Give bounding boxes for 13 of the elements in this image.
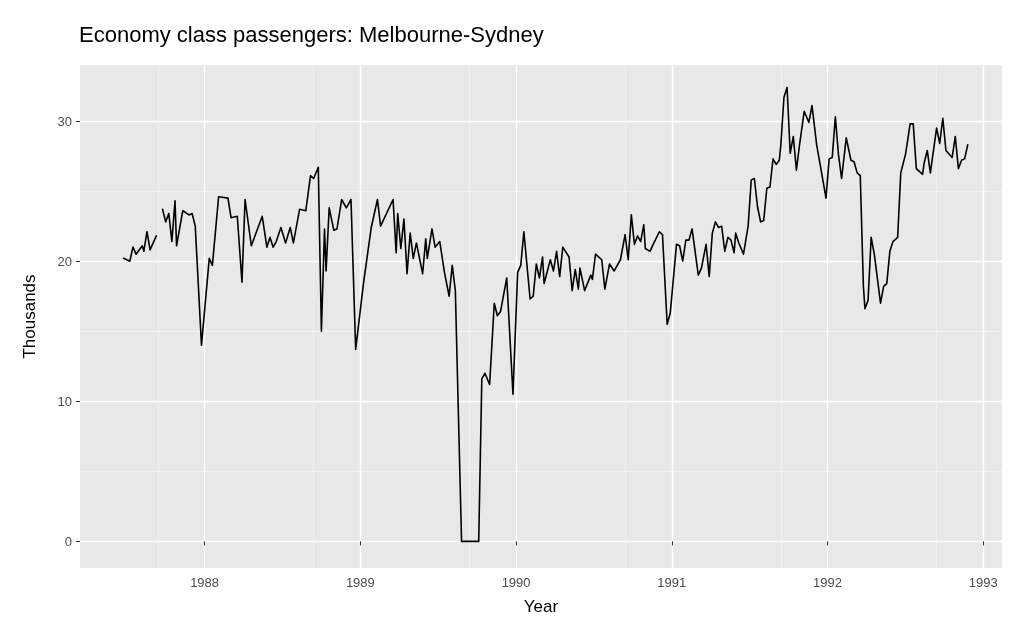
x-axis-title: Year (523, 597, 559, 616)
y-tick-label: 30 (57, 113, 72, 129)
x-tick-label: 1989 (345, 575, 375, 590)
x-tick-label: 1991 (657, 575, 687, 590)
x-tick-label: 1993 (968, 575, 998, 590)
y-tick-label: 10 (57, 393, 72, 409)
chart-title: Economy class passengers: Melbourne-Sydney (79, 21, 544, 47)
y-axis-title: Thousands (20, 274, 39, 359)
y-tick-label: 20 (57, 253, 72, 269)
x-tick-label: 1992 (813, 575, 843, 590)
x-tick-label: 1988 (190, 575, 220, 590)
y-tick-label: 0 (64, 533, 72, 549)
x-tick-label: 1990 (501, 575, 531, 590)
